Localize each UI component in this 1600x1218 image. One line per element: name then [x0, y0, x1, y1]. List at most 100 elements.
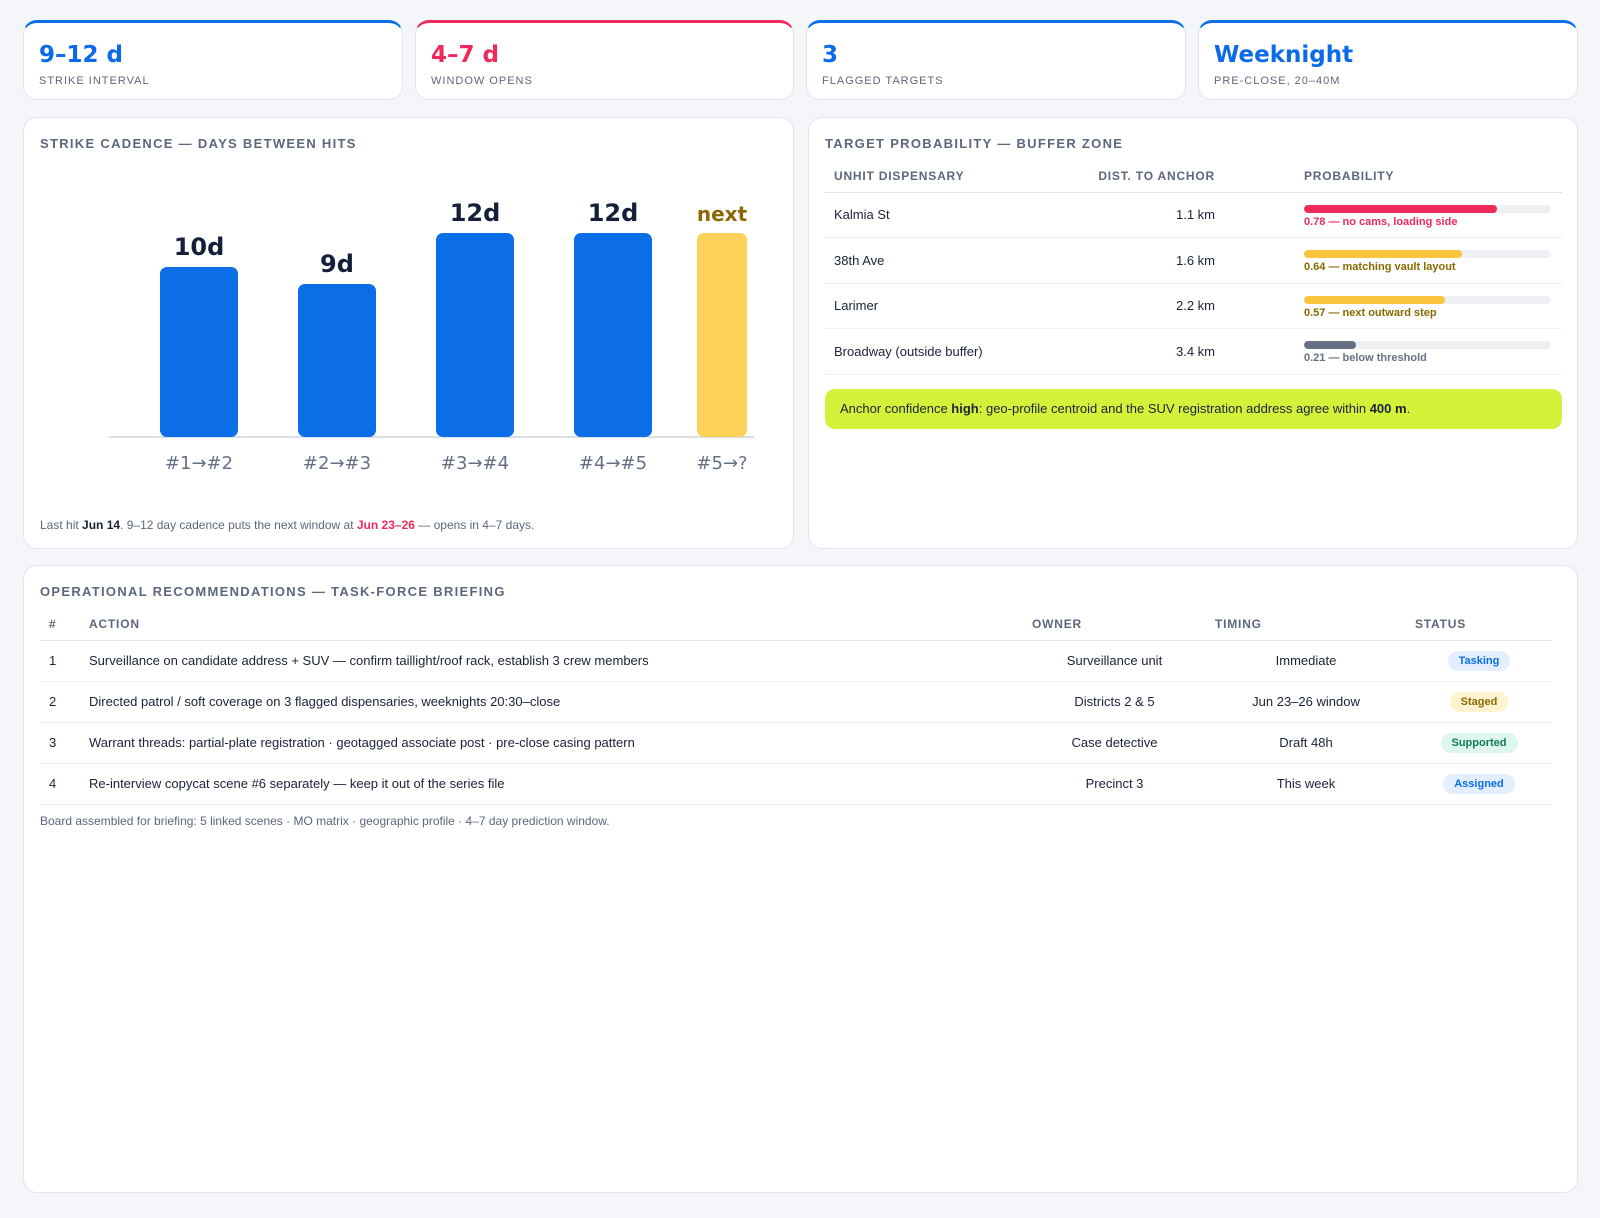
probability-cell: 0.64 — matching vault layout: [1295, 237, 1562, 284]
kpi-label: Flagged targets: [822, 75, 944, 87]
row-owner: Districts 2 & 5: [1023, 681, 1206, 723]
status-badge: Supported: [1440, 732, 1518, 753]
dispensary-name: 38th Ave: [825, 237, 1087, 284]
probability-bar-fill: [1304, 295, 1445, 304]
callout-distance: 400 m: [1369, 401, 1407, 416]
probability-row: Larimer 2.2 km 0.57 — next outward step: [825, 283, 1562, 329]
bar: [574, 233, 652, 437]
category-tick-label: #1→#2: [165, 453, 233, 474]
cadence-title: Strike cadence — days between hits: [40, 136, 357, 151]
table-row: 4 Re-interview copycat scene #6 separatel…: [40, 763, 1552, 805]
dispensary-name: Kalmia St: [825, 192, 1087, 238]
category-tick-label: #5→?: [696, 453, 747, 474]
row-action: Surveillance on candidate address + SUV …: [80, 640, 1023, 682]
probability-row: Kalmia St 1.1 km 0.78 — no cams, loading s…: [825, 192, 1562, 238]
bar-data-label: 12d: [588, 199, 639, 227]
row-number: 3: [40, 722, 80, 764]
table-row: 3 Warrant threads: partial-plate registra…: [40, 722, 1552, 764]
probability-header-row: Unhit dispensary Dist. to anchor Probabi…: [825, 160, 1562, 193]
row-owner: Precinct 3: [1023, 763, 1206, 805]
callout-suffix: .: [1406, 401, 1411, 416]
header-owner: Owner: [1023, 608, 1206, 641]
probability-row: Broadway (outside buffer) 3.4 km 0.21 — be…: [825, 328, 1562, 375]
probability-bar-track: [1304, 295, 1551, 304]
cadence-panel: Strike cadence — days between hits 10d #1…: [23, 117, 794, 549]
dispensary-distance: 3.4 km: [1087, 328, 1295, 375]
operations-table: # Action Owner Timing Status 1 Surveillan…: [40, 608, 1552, 805]
header-dispensary: Unhit dispensary: [825, 160, 1087, 193]
category-tick-label: #3→#4: [441, 453, 509, 474]
kpi-label: Window opens: [431, 75, 533, 87]
header-timing: Timing: [1206, 608, 1406, 641]
kpi-label: Strike interval: [39, 75, 150, 87]
caption-prefix: Last hit: [40, 518, 83, 532]
operations-footer: Board assembled for briefing: 5 linked s…: [40, 814, 610, 828]
probability-table: Unhit dispensary Dist. to anchor Probabi…: [825, 160, 1562, 375]
bar-data-label: 9d: [320, 250, 354, 278]
row-timing: Jun 23–26 window: [1206, 681, 1406, 723]
row-action: Warrant threads: partial-plate registrat…: [80, 722, 1023, 764]
caption-last-hit: Jun 14: [82, 518, 121, 532]
row-status-cell: Assigned: [1406, 763, 1552, 805]
bar: [298, 284, 376, 437]
probability-bar-track: [1304, 204, 1551, 213]
row-status-cell: Tasking: [1406, 640, 1552, 682]
probability-title: Target probability — buffer zone: [825, 136, 1124, 151]
row-number: 4: [40, 763, 80, 805]
kpi-value: Weeknight: [1214, 42, 1354, 68]
bar: [160, 267, 238, 437]
probability-cell: 0.78 — no cams, loading side: [1295, 192, 1562, 238]
kpi-label: Pre-close, 20–40m: [1214, 75, 1341, 87]
kpi-card-window-opens: 4–7 d Window opens: [415, 20, 794, 100]
kpi-value: 9–12 d: [39, 42, 123, 68]
callout-middle: : geo-profile centroid and the SUV regis…: [978, 401, 1370, 416]
probability-row: 38th Ave 1.6 km 0.64 — matching vault layo…: [825, 237, 1562, 284]
header-action: Action: [80, 608, 1023, 641]
dispensary-name: Broadway (outside buffer): [825, 328, 1087, 375]
status-badge: Staged: [1449, 691, 1509, 712]
row-number: 2: [40, 681, 80, 723]
header-probability: Probability: [1295, 160, 1562, 193]
operations-title: Operational recommendations — task-force…: [40, 584, 506, 599]
operations-panel: Operational recommendations — task-force…: [23, 565, 1578, 1193]
caption-window: Jun 23–26: [356, 518, 415, 532]
header-distance: Dist. to anchor: [1087, 160, 1295, 193]
category-tick-label: #2→#3: [303, 453, 371, 474]
row-timing: Draft 48h: [1206, 722, 1406, 764]
row-status-cell: Supported: [1406, 722, 1552, 764]
probability-cell: 0.21 — below threshold: [1295, 328, 1562, 375]
bar-data-label: next: [697, 202, 748, 226]
probability-bar-fill: [1304, 204, 1497, 213]
probability-note: 0.64 — matching vault layout: [1304, 261, 1456, 274]
dispensary-distance: 1.1 km: [1087, 192, 1295, 238]
row-owner: Surveillance unit: [1023, 640, 1206, 682]
anchor-confidence-callout: Anchor confidence high: geo-profile cent…: [825, 389, 1562, 429]
category-tick-label: #4→#5: [579, 453, 647, 474]
row-action: Directed patrol / soft coverage on 3 fla…: [80, 681, 1023, 723]
bar-data-label: 10d: [174, 233, 225, 261]
bar: [436, 233, 514, 437]
kpi-card-weeknight: Weeknight Pre-close, 20–40m: [1198, 20, 1578, 100]
dispensary-distance: 2.2 km: [1087, 283, 1295, 329]
row-timing: Immediate: [1206, 640, 1406, 682]
kpi-card-strike-interval: 9–12 d Strike interval: [23, 20, 403, 100]
callout-level: high: [951, 401, 979, 416]
probability-note: 0.57 — next outward step: [1304, 306, 1437, 319]
row-status-cell: Staged: [1406, 681, 1552, 723]
probability-bar-fill: [1304, 341, 1356, 350]
row-action: Re-interview copycat scene #6 separately…: [80, 763, 1023, 805]
header-number: #: [40, 608, 80, 641]
status-badge: Assigned: [1443, 773, 1515, 794]
status-badge: Tasking: [1447, 650, 1511, 671]
bar: [697, 233, 747, 437]
table-row: 2 Directed patrol / soft coverage on 3 fl…: [40, 681, 1552, 723]
probability-bar-track: [1304, 341, 1551, 350]
table-row: 1 Surveillance on candidate address + SUV…: [40, 640, 1552, 682]
kpi-value: 4–7 d: [431, 42, 499, 68]
probability-cell: 0.57 — next outward step: [1295, 283, 1562, 329]
row-timing: This week: [1206, 763, 1406, 805]
probability-bar-track: [1304, 250, 1551, 259]
row-owner: Case detective: [1023, 722, 1206, 764]
dispensary-name: Larimer: [825, 283, 1087, 329]
kpi-value: 3: [822, 42, 839, 68]
